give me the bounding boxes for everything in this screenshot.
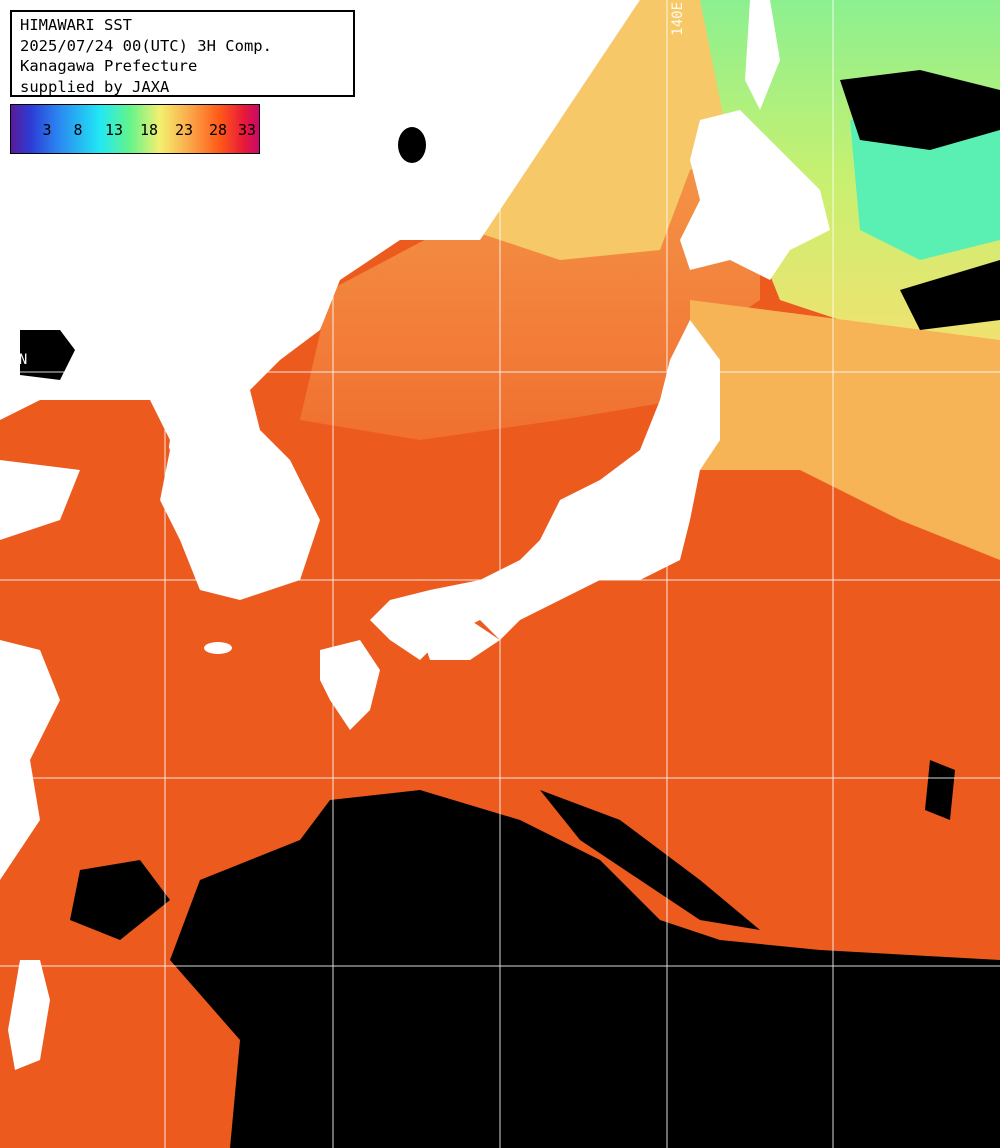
legend-tick: 3 bbox=[42, 121, 52, 139]
longitude-label-140e: 140E bbox=[670, 2, 686, 36]
timestamp: 2025/07/24 00(UTC) 3H Comp. bbox=[20, 36, 272, 55]
kyushu bbox=[320, 640, 380, 730]
north-japan-sea bbox=[470, 0, 760, 260]
legend-tick: 23 bbox=[174, 121, 194, 139]
hokkaido bbox=[680, 110, 830, 280]
legend-tick: 28 bbox=[208, 121, 228, 139]
legend-tick: 18 bbox=[139, 121, 159, 139]
cloud-patch-bohai bbox=[20, 330, 75, 380]
yellow-sea bbox=[0, 400, 200, 620]
cloud-patch-okhotsk bbox=[840, 70, 1000, 150]
product-title: HIMAWARI SST bbox=[20, 16, 132, 34]
latitude-label-40n: 40N bbox=[2, 352, 28, 368]
legend-tick: 8 bbox=[73, 121, 83, 139]
shandong-peninsula bbox=[0, 460, 80, 540]
legend-tick: 13 bbox=[104, 121, 124, 139]
sakhalin bbox=[745, 0, 780, 110]
data-credit: supplied by JAXA bbox=[20, 77, 170, 96]
region-name: Kanagawa Prefecture bbox=[20, 57, 198, 75]
color-scale-legend: 3 8 13 18 23 28 33 bbox=[10, 104, 260, 154]
jeju-island bbox=[204, 642, 232, 654]
info-box: HIMAWARI SST 2025/07/24 00(UTC) 3H Comp.… bbox=[10, 10, 355, 97]
legend-tick: 33 bbox=[237, 121, 257, 139]
cloud-patch-pacific-ne bbox=[900, 260, 1000, 330]
cloud-band-east bbox=[540, 790, 760, 930]
shikoku bbox=[420, 620, 500, 660]
cloud-patch-north bbox=[398, 127, 426, 163]
china-coast bbox=[0, 640, 60, 880]
taiwan bbox=[8, 960, 50, 1070]
mild-sea-east bbox=[690, 300, 1000, 560]
honshu bbox=[370, 320, 720, 660]
cloud-patch-east bbox=[925, 760, 955, 820]
cloud-mask-south bbox=[170, 790, 1000, 1148]
cloud-patch-ecs bbox=[70, 860, 170, 940]
